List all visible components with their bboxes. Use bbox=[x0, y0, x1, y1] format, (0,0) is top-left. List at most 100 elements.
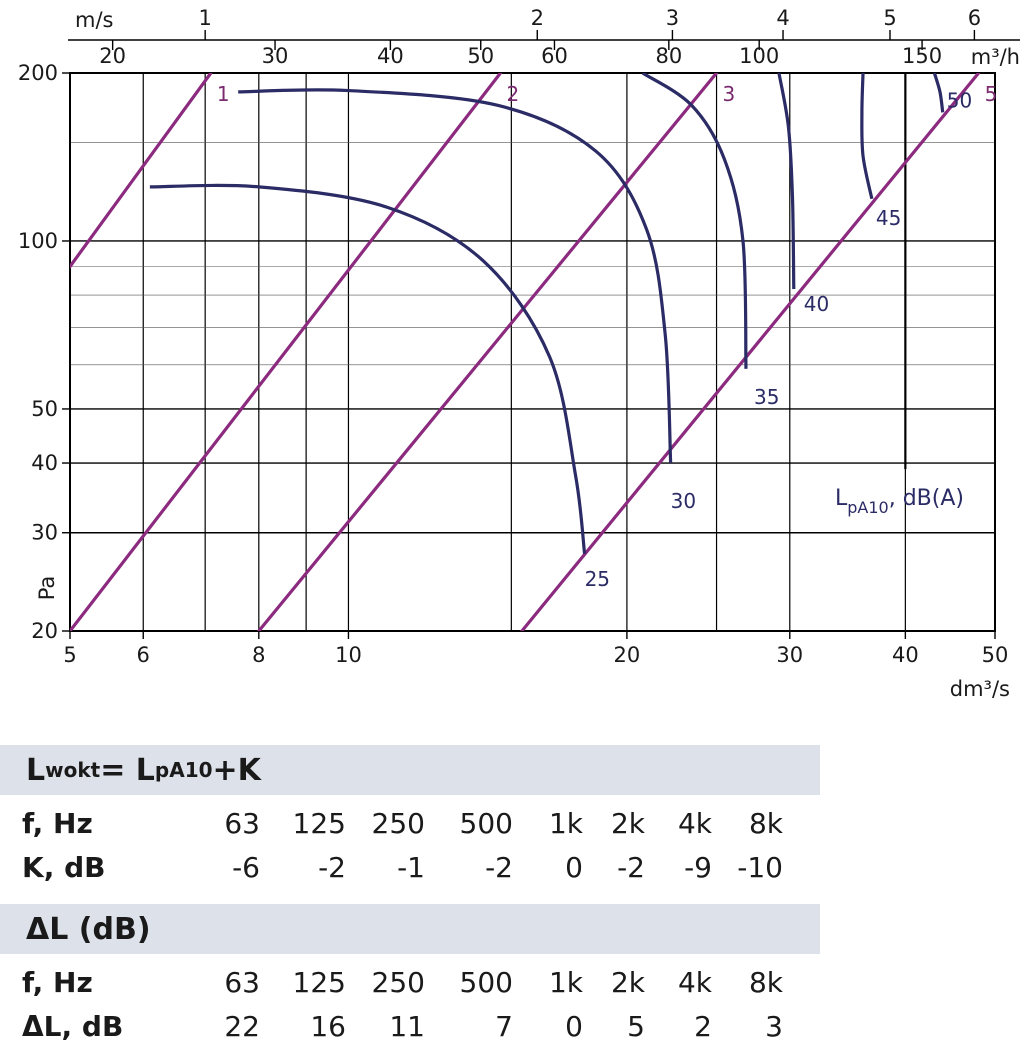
dl-value-cell: 7 bbox=[495, 1010, 513, 1043]
flow-tick-label: 20 bbox=[99, 44, 126, 68]
diagonal-label: 5 bbox=[985, 82, 998, 106]
fan-performance-chart: 5 6 8 10 20 30 40 50 dm³/s 20 30 40 50 100 200 Pa m/s 1 2 3… bbox=[18, 6, 1020, 701]
k-title-c: +K bbox=[212, 752, 261, 788]
dl-freq-cell: 4k bbox=[677, 966, 712, 999]
flow-tick-label: 60 bbox=[541, 44, 568, 68]
dl-freq-cell: 8k bbox=[748, 966, 783, 999]
k-value-row: K, dB -6 -2 -1 -2 0 -2 -9 -10 bbox=[0, 847, 1031, 891]
dl-freq-row: f, Hz 63 125 250 500 1k 2k 4k 8k bbox=[0, 962, 1031, 1006]
annotation-label: LpA10, dB(A) bbox=[835, 486, 964, 517]
dl-freq-label: f, Hz bbox=[22, 966, 93, 999]
dl-value-cell: 11 bbox=[389, 1010, 425, 1043]
dl-value-cell: 16 bbox=[310, 1010, 346, 1043]
x-tick-label: 40 bbox=[892, 643, 919, 667]
diagonal-label: 3 bbox=[723, 82, 736, 106]
plot-frame bbox=[69, 72, 996, 632]
dl-title: ΔL (dB) bbox=[26, 911, 151, 947]
k-value-cell: -9 bbox=[684, 851, 712, 884]
contour-line-40 bbox=[777, 73, 796, 290]
k-freq-cell: 4k bbox=[677, 807, 712, 840]
flow-tick-label: 100 bbox=[739, 44, 779, 68]
contour-line-50 bbox=[932, 73, 945, 113]
k-title-a-sub: wokt bbox=[45, 758, 101, 782]
dl-freq-cell: 250 bbox=[371, 966, 425, 999]
velocity-tick-label: 5 bbox=[883, 6, 896, 30]
velocity-tick-label: 3 bbox=[666, 6, 679, 30]
x-tick-label: 50 bbox=[982, 643, 1009, 667]
flow-axis-label: m³/h bbox=[971, 45, 1020, 69]
dl-value-row: ΔL, dB 22 16 11 7 0 5 2 3 bbox=[0, 1006, 1031, 1050]
contour-label: 35 bbox=[754, 385, 779, 409]
contour-line-35 bbox=[641, 73, 748, 369]
velocity-tick-label: 6 bbox=[968, 6, 981, 30]
velocity-tick-label: 4 bbox=[776, 6, 789, 30]
k-title-a: L bbox=[26, 752, 46, 788]
k-freq-cell: 2k bbox=[610, 807, 645, 840]
chart-labels: 5 6 8 10 20 30 40 50 dm³/s 20 30 40 50 100 200 Pa m/s 1 2 3… bbox=[18, 6, 1020, 701]
k-freq-cell: 500 bbox=[459, 807, 513, 840]
k-freq-cell: 63 bbox=[224, 807, 260, 840]
dl-value-cell: 22 bbox=[224, 1010, 260, 1043]
x-tick-label: 5 bbox=[63, 643, 76, 667]
y-tick-label: 40 bbox=[31, 451, 58, 475]
flow-tick-label: 30 bbox=[262, 44, 289, 68]
x-tick-label: 10 bbox=[335, 643, 362, 667]
k-value-cell: -2 bbox=[617, 851, 645, 884]
diagonal-lines bbox=[70, 73, 981, 631]
x-tick-label: 30 bbox=[776, 643, 803, 667]
y-tick-label: 20 bbox=[31, 619, 58, 643]
velocity-axis-label: m/s bbox=[75, 8, 113, 32]
y-tick-label: 100 bbox=[18, 229, 58, 253]
velocity-tick-label: 1 bbox=[198, 6, 211, 30]
dl-freq-cell: 63 bbox=[224, 966, 260, 999]
flow-tick-label: 80 bbox=[655, 44, 682, 68]
contour-label: 45 bbox=[876, 206, 901, 230]
dl-freq-cell: 125 bbox=[292, 966, 346, 999]
k-freq-cell: 8k bbox=[748, 807, 783, 840]
dl-value-cell: 3 bbox=[765, 1010, 783, 1043]
diagonal-line-3 bbox=[257, 73, 719, 631]
k-freq-cell: 1k bbox=[548, 807, 583, 840]
dl-table-header: ΔL (dB) bbox=[0, 904, 820, 954]
diagonal-line-5 bbox=[520, 73, 981, 631]
dl-freq-cell: 2k bbox=[610, 966, 645, 999]
dl-value-cell: 5 bbox=[627, 1010, 645, 1043]
k-value-label: K, dB bbox=[22, 851, 106, 884]
velocity-tick-label: 2 bbox=[531, 6, 544, 30]
y-tick-label: 200 bbox=[18, 61, 58, 85]
k-title-b-sub: pA10 bbox=[154, 758, 213, 782]
k-freq-cell: 125 bbox=[292, 807, 346, 840]
contour-label: 25 bbox=[585, 567, 610, 591]
x-tick-label: 6 bbox=[137, 643, 150, 667]
contour-line-45 bbox=[860, 73, 874, 200]
k-freq-label: f, Hz bbox=[22, 807, 93, 840]
x-tick-label: 8 bbox=[252, 643, 265, 667]
k-value-cell: -2 bbox=[318, 851, 346, 884]
sound-contours bbox=[149, 73, 945, 555]
diagonal-line-1 bbox=[70, 73, 213, 269]
contour-label: 30 bbox=[671, 489, 696, 513]
k-value-cell: -2 bbox=[485, 851, 513, 884]
x-axis-label: dm³/s bbox=[950, 677, 1010, 701]
diagonal-line-2 bbox=[70, 73, 503, 631]
y-axis-label: Pa bbox=[35, 576, 59, 601]
flow-tick-label: 40 bbox=[377, 44, 404, 68]
dl-freq-cell: 1k bbox=[548, 966, 583, 999]
y-tick-label: 30 bbox=[31, 521, 58, 545]
dl-value-cell: 0 bbox=[565, 1010, 583, 1043]
k-value-cell: -1 bbox=[397, 851, 425, 884]
k-value-cell: -10 bbox=[737, 851, 783, 884]
dl-value-cell: 2 bbox=[694, 1010, 712, 1043]
contour-label: 40 bbox=[804, 292, 829, 316]
diagonal-label: 2 bbox=[506, 82, 519, 106]
k-value-cell: -6 bbox=[232, 851, 260, 884]
k-title-b: = L bbox=[100, 752, 155, 788]
flow-tick-label: 50 bbox=[467, 44, 494, 68]
dl-freq-cell: 500 bbox=[459, 966, 513, 999]
diagonal-label: 1 bbox=[217, 82, 230, 106]
dl-value-label: ΔL, dB bbox=[22, 1010, 124, 1043]
contour-line-25 bbox=[149, 183, 587, 555]
contour-label: 50 bbox=[947, 88, 972, 112]
